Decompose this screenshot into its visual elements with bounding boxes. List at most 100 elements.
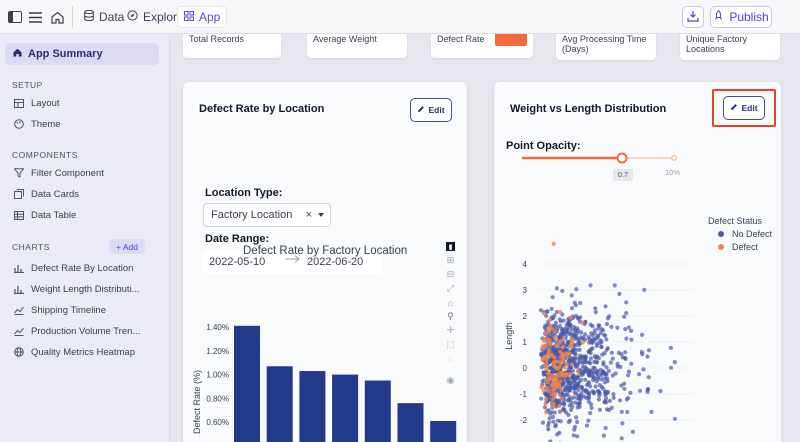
zoom-in-icon[interactable]: ⊞ [446,255,455,265]
point-no-defect [586,418,591,423]
point-no-defect [628,390,633,395]
tab-app[interactable]: App [177,6,228,28]
point-no-defect [620,421,625,426]
point-defect [545,385,550,391]
legend-item-defect[interactable]: Defect [718,242,772,252]
point-no-defect [550,295,555,300]
point-no-defect [624,311,629,316]
sidebar-item-theme[interactable]: Theme [14,116,61,132]
point-no-defect [600,352,605,357]
point-no-defect [571,433,576,438]
pan-icon[interactable]: ✛ [446,325,455,335]
lasso-select-icon[interactable]: ◌ [447,353,454,364]
point-no-defect [581,335,586,340]
point-no-defect [578,394,584,399]
point-defect [541,311,547,316]
point-no-defect [604,337,609,342]
tab-data[interactable]: Data [78,6,130,28]
sidebar-item-defect-rate-chart[interactable]: Defect Rate By Location [14,260,133,276]
home-icon[interactable] [48,8,66,26]
sidebar-toggle-icon[interactable] [6,8,24,26]
box-select-icon[interactable]: ⬚ [446,339,455,349]
point-defect [558,361,563,366]
location-type-select[interactable]: Factory Location × [203,203,331,227]
point-no-defect [637,388,643,393]
globe-icon [14,347,24,357]
plotly-logo-icon[interactable]: ▮ [446,242,455,251]
opacity-slider[interactable] [494,150,781,190]
divider [72,6,73,28]
point-no-defect [588,283,593,288]
point-no-defect [579,330,584,335]
end-date-input[interactable]: 2022-06-20 [307,256,364,268]
start-date-input[interactable]: 2022-05-10 [209,256,266,268]
edit-button[interactable]: Edit [410,98,452,122]
sidebar-item-filter-component[interactable]: Filter Component [14,165,104,181]
point-no-defect [565,391,570,396]
autoscale-icon[interactable]: ⤢ [446,283,455,293]
sidebar-item-data-cards[interactable]: Data Cards [14,186,79,202]
sidebar-item-production-volume[interactable]: Production Volume Tren... [14,323,140,339]
add-chart-button[interactable]: + Add [109,239,145,254]
point-no-defect [597,383,602,388]
point-no-defect [604,365,609,370]
panel-title: Weight vs Length Distribution [510,103,667,115]
chevron-down-icon[interactable] [318,213,324,217]
point-defect [559,354,565,359]
point-defect [550,404,556,409]
point-no-defect [575,434,580,439]
date-range-picker[interactable]: 2022-05-10 2022-06-20 [203,250,383,274]
point-defect [550,382,555,387]
point-no-defect [576,382,581,387]
point-no-defect [604,321,610,327]
sidebar-item-label: Data Cards [31,188,80,200]
camera-icon[interactable]: ◉ [446,375,455,385]
sidebar-item-layout[interactable]: Layout [14,95,60,111]
point-no-defect [540,379,545,384]
rocket-icon [713,10,724,24]
point-defect [558,310,563,315]
publish-button[interactable]: Publish [710,6,772,28]
point-no-defect [626,369,632,374]
zoom-out-icon[interactable]: ⊟ [446,269,455,279]
point-no-defect [619,409,624,414]
point-no-defect [629,361,634,366]
point-defect [543,397,549,402]
clear-icon[interactable]: × [305,209,312,221]
sidebar-item-shipping-timeline[interactable]: Shipping Timeline [14,302,106,318]
point-defect [562,336,567,341]
point-no-defect [642,287,647,292]
sidebar-item-label: Data Table [31,209,77,221]
point-defect [580,340,585,345]
point-no-defect [538,308,544,313]
edit-button[interactable]: Edit [723,96,765,120]
point-no-defect [554,309,559,315]
tab-explore[interactable]: Explore [121,6,190,28]
legend-item-no-defect[interactable]: No Defect [718,229,772,239]
point-no-defect [553,424,558,429]
point-defect [544,367,549,372]
point-defect [540,357,545,362]
slider-end-mark [671,155,677,161]
slider-value: 0.7 [613,169,633,181]
reset-axes-icon[interactable]: ⌂ [447,297,454,308]
menu-icon[interactable] [26,8,44,26]
point-no-defect [572,385,577,390]
point-no-defect [637,372,642,377]
point-no-defect [561,407,566,412]
point-no-defect [597,407,602,412]
zoom-icon[interactable]: ⚲ [447,311,454,321]
sidebar-item-data-table[interactable]: Data Table [14,207,76,223]
download-button[interactable] [682,6,704,28]
point-no-defect [641,367,646,372]
slider-handle[interactable] [616,152,628,164]
pencil-icon [417,105,425,115]
sidebar-item-app-summary[interactable]: App Summary [5,43,159,65]
point-no-defect [591,377,596,383]
point-no-defect [546,423,551,428]
card-label: Total Records [189,34,245,44]
sidebar-item-weight-length-chart[interactable]: Weight Length Distributi... [14,281,140,297]
point-no-defect [561,318,566,323]
sidebar-item-quality-heatmap[interactable]: Quality Metrics Heatmap [14,344,135,360]
point-no-defect [548,411,553,416]
